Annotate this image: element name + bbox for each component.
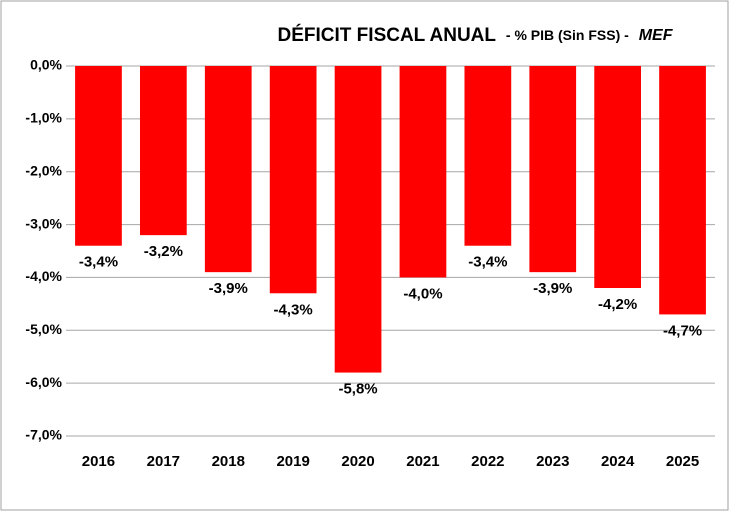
bar	[139, 66, 187, 236]
data-label: -4,2%	[598, 296, 637, 313]
y-tick-label: -2,0%	[25, 162, 62, 178]
data-label: -3,2%	[144, 243, 183, 260]
data-label: -4,7%	[663, 322, 702, 339]
x-tick-label: 2022	[471, 453, 504, 470]
bar	[594, 66, 642, 288]
x-tick-label: 2025	[666, 453, 699, 470]
data-label: -3,9%	[209, 280, 248, 297]
y-tick-label: -3,0%	[25, 215, 62, 231]
y-tick-label: -7,0%	[25, 427, 62, 443]
data-label: -5,8%	[338, 381, 377, 398]
x-tick-label: 2016	[82, 453, 115, 470]
data-label: -4,0%	[403, 285, 442, 302]
x-tick-label: 2018	[212, 453, 245, 470]
y-tick-label: -6,0%	[25, 374, 62, 390]
data-label: -3,9%	[533, 280, 572, 297]
x-tick-label: 2020	[341, 453, 374, 470]
y-tick-label: 0,0%	[30, 57, 62, 73]
title-main: DÉFICIT FISCAL ANUAL	[278, 24, 497, 46]
x-tick-label: 2019	[276, 453, 309, 470]
bar	[334, 66, 382, 373]
data-label: -3,4%	[79, 254, 118, 271]
data-label: -3,4%	[468, 254, 507, 271]
x-tick-label: 2017	[147, 453, 180, 470]
bar	[399, 66, 447, 278]
bar	[464, 66, 512, 246]
x-tick-label: 2024	[601, 453, 635, 470]
y-tick-label: -5,0%	[25, 321, 62, 337]
y-tick-label: -1,0%	[25, 110, 62, 126]
x-tick-label: 2021	[406, 453, 439, 470]
x-tick-label: 2023	[536, 453, 569, 470]
title-sub: - % PIB (Sin FSS) -	[506, 27, 629, 43]
bar	[204, 66, 252, 273]
data-label: -4,3%	[274, 301, 313, 318]
bar	[659, 66, 706, 315]
title-source: MEF	[639, 27, 674, 44]
bar	[269, 66, 317, 294]
y-tick-label: -4,0%	[25, 268, 62, 284]
chart-title: DÉFICIT FISCAL ANUAL - % PIB (Sin FSS) -…	[278, 24, 674, 46]
bar	[529, 66, 577, 273]
bar	[75, 66, 122, 246]
